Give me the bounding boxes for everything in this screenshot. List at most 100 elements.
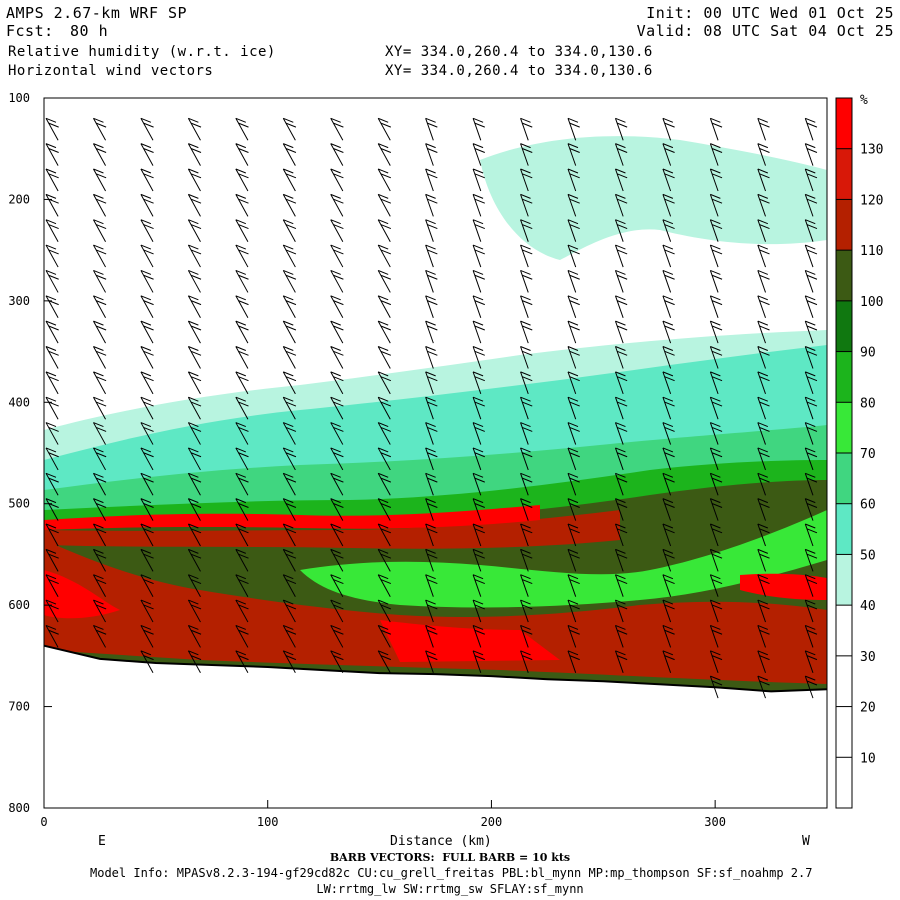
wind-barb-staff [804, 371, 814, 395]
wind-barb-staff [520, 346, 529, 369]
wind-barb-staff [93, 295, 106, 319]
wind-barb-feather [615, 346, 626, 351]
y-tick-label: 700 [8, 700, 30, 714]
wind-barb-feather [425, 472, 436, 478]
y-tick-label: 200 [8, 192, 30, 206]
wind-barb-feather [427, 376, 438, 382]
wind-barb-feather [285, 604, 297, 610]
wind-barb-staff [140, 118, 154, 141]
wind-barb-staff [662, 295, 672, 318]
wind-barb-staff [93, 194, 106, 217]
wind-barb-staff [567, 422, 577, 445]
wind-barb-feather [143, 274, 154, 280]
wind-barb-feather [615, 143, 626, 149]
wind-barb-staff [93, 625, 106, 648]
wind-barb-staff [662, 625, 672, 648]
wind-barb-feather [283, 396, 294, 402]
wind-barb-staff [425, 422, 434, 445]
wind-barb-staff [614, 143, 624, 166]
wind-barb-feather [45, 244, 57, 250]
wind-barb-feather [140, 244, 152, 250]
wind-barb-feather [806, 350, 818, 356]
wind-barb-feather [472, 193, 484, 199]
wind-barb-feather [45, 371, 57, 377]
wind-barb-feather [757, 219, 769, 225]
wind-barb-feather [472, 447, 484, 453]
wind-barb-feather [615, 650, 626, 656]
wind-barb-feather [759, 553, 770, 559]
wind-barb-staff [567, 270, 577, 293]
wind-barb-feather [238, 655, 249, 661]
wind-barb-feather [143, 401, 154, 407]
wind-barb-feather [283, 650, 294, 656]
wind-barb-feather [190, 503, 202, 508]
wind-barb-feather [615, 624, 626, 630]
wind-barb-feather [806, 224, 818, 230]
wind-barb-staff [472, 219, 482, 242]
wind-barb-feather [805, 396, 816, 402]
wind-barb-staff [45, 422, 59, 445]
wind-barb-feather [285, 401, 297, 407]
wind-barb-feather [472, 422, 484, 428]
wind-barb-feather [569, 477, 580, 483]
wind-barb-feather [93, 117, 104, 123]
wind-barb-feather [377, 498, 389, 504]
wind-barb-feather [93, 193, 104, 199]
wind-barb-staff [282, 295, 296, 319]
wind-barb-feather [333, 426, 344, 432]
wind-barb-feather [427, 325, 438, 331]
wind-barb-staff [520, 422, 529, 445]
colorbar-label: 90 [860, 346, 876, 361]
wind-barb-feather [662, 346, 674, 351]
wind-barb-feather [759, 452, 770, 458]
wind-barb-feather [425, 422, 436, 428]
wind-barb-staff [235, 143, 249, 166]
wind-barb-feather [710, 193, 721, 199]
wind-barb-feather [711, 553, 723, 559]
wind-barb-feather [95, 401, 107, 407]
wind-barb-feather [283, 193, 294, 199]
wind-barb-feather [48, 376, 59, 382]
wind-barb-feather [330, 143, 341, 149]
wind-barb-feather [235, 143, 247, 149]
wind-barb-feather [285, 528, 297, 534]
wind-barb-staff [425, 194, 434, 217]
colorbar-swatch [836, 706, 852, 758]
wind-barb-staff [614, 523, 624, 547]
wind-barb-feather [472, 244, 484, 250]
wind-barb-feather [664, 122, 675, 128]
wind-barb-feather [285, 503, 297, 508]
wind-barb-feather [474, 122, 485, 128]
wind-barb-feather [140, 447, 152, 453]
wind-barb-feather [190, 300, 202, 306]
wind-barb-feather [143, 553, 154, 559]
wind-barb-feather [93, 574, 104, 580]
wind-barb-feather [711, 452, 723, 458]
wind-barb-feather [805, 422, 816, 428]
wind-barb-feather [188, 295, 199, 301]
wind-barb-feather [664, 426, 675, 432]
wind-barb-feather [93, 523, 104, 529]
wind-barb-feather [140, 269, 152, 275]
wind-barb-feather [235, 422, 247, 428]
wind-barb-feather [425, 219, 436, 225]
wind-barb-feather [472, 320, 484, 326]
wind-barb-feather [95, 148, 107, 153]
wind-barb-feather [474, 224, 485, 230]
wind-barb-staff [235, 625, 249, 648]
wind-barb-feather [757, 346, 769, 351]
wind-barb-feather [140, 624, 152, 630]
wind-barb-feather [474, 401, 485, 407]
wind-barb-staff [187, 574, 201, 597]
wind-barb-feather [569, 629, 580, 635]
wind-barb-staff [235, 473, 249, 496]
wind-barb-feather [188, 346, 199, 351]
wind-barb-feather [569, 173, 580, 179]
wind-barb-feather [95, 503, 107, 508]
rh-band-110-120-lower [44, 540, 827, 684]
colorbar-label: 10 [860, 751, 876, 766]
colorbar-swatch [836, 605, 852, 656]
wind-barb-feather [664, 173, 675, 179]
wind-barb-feather [283, 422, 294, 428]
wind-barb-feather [143, 376, 154, 382]
